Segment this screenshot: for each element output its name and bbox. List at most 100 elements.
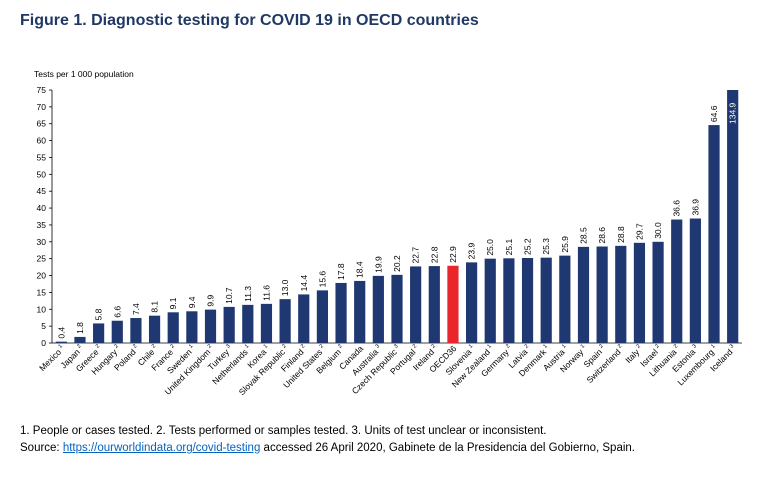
bar-lithuania bbox=[671, 219, 683, 343]
y-tick-label: 25 bbox=[37, 254, 47, 264]
bar-canada bbox=[354, 280, 366, 343]
y-tick-label: 70 bbox=[37, 102, 47, 112]
y-tick-label: 55 bbox=[37, 152, 47, 162]
note-marker: 2 bbox=[151, 343, 157, 349]
data-label: 18.4 bbox=[355, 261, 365, 278]
source-note: Source: https://ourworldindata.org/covid… bbox=[20, 442, 635, 454]
data-label: 28.8 bbox=[616, 226, 626, 243]
data-label: 28.6 bbox=[597, 227, 607, 244]
data-label: 11.6 bbox=[261, 285, 271, 301]
data-label: 25.2 bbox=[523, 238, 533, 255]
source-link[interactable]: https://ourworldindata.org/covid-testing bbox=[62, 442, 261, 454]
note-marker: 2 bbox=[113, 343, 119, 349]
bar-chile bbox=[148, 315, 161, 343]
data-label: 14.4 bbox=[299, 275, 309, 292]
data-label: 6.6 bbox=[112, 306, 122, 318]
data-label: 7.4 bbox=[131, 303, 141, 315]
bar-belgium bbox=[335, 282, 347, 343]
data-label: 10.7 bbox=[224, 287, 234, 304]
note-marker: 3 bbox=[692, 343, 698, 349]
note-marker: 2 bbox=[76, 343, 82, 349]
category-name: Poland bbox=[112, 347, 138, 373]
note-marker: 1 bbox=[486, 343, 492, 349]
data-label: 11.3 bbox=[243, 286, 253, 302]
data-label: 36.6 bbox=[672, 200, 682, 217]
bar-austria bbox=[559, 255, 571, 343]
note-marker: 2 bbox=[636, 343, 642, 349]
note-marker: 2 bbox=[430, 343, 436, 349]
data-label: 15.6 bbox=[317, 271, 327, 288]
note-marker: 2 bbox=[281, 343, 287, 349]
bar-switzerland bbox=[615, 245, 627, 343]
bar-oecd36 bbox=[447, 265, 459, 343]
data-label: 1.8 bbox=[75, 322, 85, 334]
data-label: 13.0 bbox=[280, 279, 290, 296]
chart-title: Figure 1. Diagnostic testing for COVID 1… bbox=[20, 12, 479, 29]
bar-united-kingdom bbox=[204, 309, 217, 343]
note-marker: 3 bbox=[375, 343, 381, 349]
bar-mexico bbox=[55, 341, 67, 343]
data-label: 9.9 bbox=[206, 295, 216, 307]
y-tick-label: 10 bbox=[37, 304, 47, 314]
note-marker: 1 bbox=[188, 343, 194, 349]
data-label: 5.8 bbox=[94, 308, 104, 320]
data-label: 8.1 bbox=[150, 301, 160, 313]
y-tick-label: 45 bbox=[37, 186, 47, 196]
y-tick-label: 15 bbox=[37, 287, 47, 297]
bar-turkey bbox=[223, 306, 235, 343]
data-label: 20.2 bbox=[392, 255, 402, 272]
bar-new-zealand bbox=[484, 258, 496, 343]
data-label: 134.9 bbox=[728, 102, 738, 124]
data-label: 30.0 bbox=[653, 222, 663, 239]
data-label: 25.9 bbox=[560, 236, 570, 253]
bar-slovak-republic bbox=[279, 299, 291, 343]
note-marker: 2 bbox=[598, 343, 604, 349]
data-label: 36.9 bbox=[690, 199, 700, 216]
bar-iceland bbox=[727, 90, 739, 343]
bar-korea bbox=[260, 303, 273, 343]
note-marker: 1 bbox=[244, 343, 250, 349]
data-label: 22.9 bbox=[448, 246, 458, 263]
note-marker: 2 bbox=[207, 343, 213, 349]
note-marker: 2 bbox=[654, 343, 660, 349]
bar-denmark bbox=[540, 257, 552, 343]
note-marker: 2 bbox=[337, 343, 343, 349]
note-marker: 2 bbox=[505, 343, 511, 349]
bar-portugal bbox=[410, 266, 422, 343]
data-label: 28.5 bbox=[578, 227, 588, 244]
data-label: 9.1 bbox=[168, 297, 178, 309]
y-tick-label: 40 bbox=[37, 203, 47, 213]
note-marker: 2 bbox=[132, 343, 138, 349]
bar-chart: Tests per 1 000 population05101520253035… bbox=[34, 69, 742, 397]
bar-slovenia bbox=[466, 262, 478, 343]
data-label: 25.3 bbox=[541, 238, 551, 255]
y-tick-label: 30 bbox=[37, 237, 47, 247]
bar-latvia bbox=[521, 257, 534, 343]
note-marker: 3 bbox=[225, 343, 231, 349]
data-label: 22.7 bbox=[411, 247, 421, 264]
note-marker: 2 bbox=[169, 343, 175, 349]
note-marker: 2 bbox=[319, 343, 325, 349]
bar-poland bbox=[130, 318, 142, 343]
bar-france bbox=[167, 312, 179, 343]
note-marker: 2 bbox=[617, 343, 623, 349]
note-marker: 2 bbox=[524, 343, 530, 349]
note-marker: 1 bbox=[710, 343, 716, 349]
source-suffix: accessed 26 April 2020, Gabinete de la P… bbox=[260, 442, 635, 454]
y-tick-label: 20 bbox=[37, 271, 47, 281]
note-marker: 1 bbox=[542, 343, 548, 349]
data-label: 25.0 bbox=[485, 239, 495, 256]
bar-sweden bbox=[186, 311, 198, 343]
note-marker: 2 bbox=[412, 343, 418, 349]
source-prefix: Source: bbox=[20, 442, 63, 454]
data-label: 22.8 bbox=[429, 246, 439, 263]
note-marker: 2 bbox=[95, 343, 101, 349]
y-axis-title: Tests per 1 000 population bbox=[34, 69, 134, 79]
data-label: 29.7 bbox=[634, 223, 644, 240]
y-tick-label: 35 bbox=[37, 220, 47, 230]
data-label: 23.9 bbox=[467, 243, 477, 260]
data-label: 19.9 bbox=[373, 256, 383, 273]
bar-ireland bbox=[428, 266, 440, 343]
bar-italy bbox=[633, 242, 646, 343]
bar-finland bbox=[298, 294, 310, 343]
